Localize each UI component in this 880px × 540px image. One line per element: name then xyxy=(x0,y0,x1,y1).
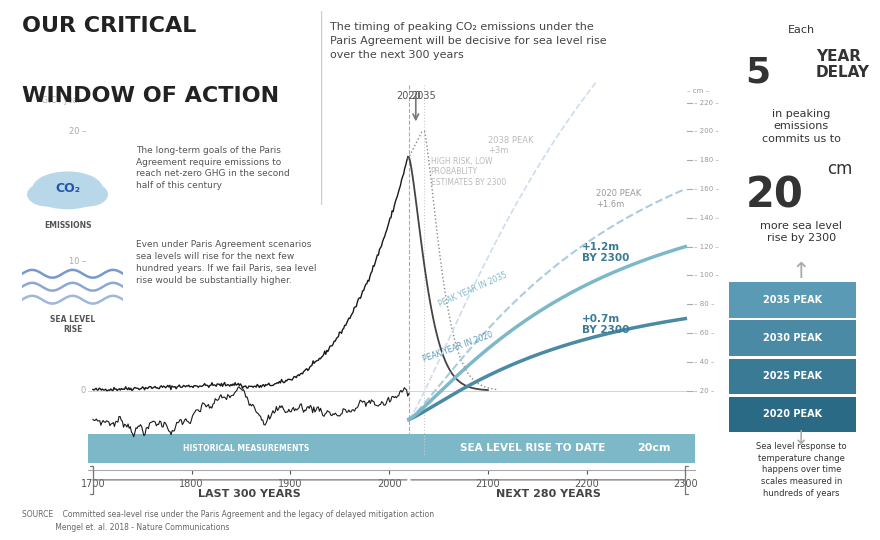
Text: – 100 –: – 100 – xyxy=(694,272,719,279)
Text: cm: cm xyxy=(827,160,853,178)
Text: NEXT 280 YEARS: NEXT 280 YEARS xyxy=(495,489,600,498)
Text: ↑: ↑ xyxy=(791,262,810,282)
Text: YEAR
DELAY: YEAR DELAY xyxy=(816,49,869,80)
Text: HISTORICAL MEASUREMENTS: HISTORICAL MEASUREMENTS xyxy=(183,444,309,453)
Text: HIGH RISK, LOW
PROBABLITY
ESTIMATES BY 2300: HIGH RISK, LOW PROBABLITY ESTIMATES BY 2… xyxy=(430,157,506,187)
Ellipse shape xyxy=(33,172,103,206)
Text: OUR CRITICAL: OUR CRITICAL xyxy=(22,16,196,36)
Bar xyxy=(729,282,856,318)
Text: 2030 PEAK: 2030 PEAK xyxy=(763,333,822,343)
Text: PEAK YEAR IN 2020: PEAK YEAR IN 2020 xyxy=(422,330,495,365)
Text: 20cm: 20cm xyxy=(637,443,671,453)
Bar xyxy=(88,434,695,463)
Text: CO₂: CO₂ xyxy=(55,183,80,195)
Text: The long-term goals of the Paris
Agreement require emissions to
reach net-zero G: The long-term goals of the Paris Agreeme… xyxy=(136,146,290,190)
Text: 2035 PEAK: 2035 PEAK xyxy=(763,295,822,305)
Text: +0.7m
BY 2300: +0.7m BY 2300 xyxy=(582,314,629,335)
Text: SEA LEVEL RISE TO DATE: SEA LEVEL RISE TO DATE xyxy=(459,443,605,453)
Text: – 180 –: – 180 – xyxy=(694,157,719,163)
Text: 10 –: 10 – xyxy=(69,256,86,266)
Text: EMISSIONS: EMISSIONS xyxy=(44,221,92,231)
Text: 2020 PEAK
+1.6m: 2020 PEAK +1.6m xyxy=(597,190,642,209)
Text: 5: 5 xyxy=(745,56,770,90)
Text: 20: 20 xyxy=(746,174,804,216)
Bar xyxy=(729,320,856,356)
Text: 2020: 2020 xyxy=(397,91,422,101)
Text: – 60 –: – 60 – xyxy=(694,330,715,336)
Text: more sea level
rise by 2300: more sea level rise by 2300 xyxy=(760,220,842,243)
Text: Sea level response to
temperature change
happens over time
scales measured in
hu: Sea level response to temperature change… xyxy=(756,442,847,498)
Bar xyxy=(729,396,856,432)
Text: PEAK YEAR IN 2035: PEAK YEAR IN 2035 xyxy=(437,271,509,309)
Text: in peaking
emissions
commits us to: in peaking emissions commits us to xyxy=(762,109,840,144)
Bar xyxy=(729,359,856,394)
Text: 2035: 2035 xyxy=(411,91,436,101)
Text: LAST 300 YEARS: LAST 300 YEARS xyxy=(197,489,300,498)
Text: – 40 –: – 40 – xyxy=(694,359,715,365)
Text: ↓: ↓ xyxy=(793,429,809,448)
Text: GtC / year: GtC / year xyxy=(42,97,81,105)
Text: SEA LEVEL
RISE: SEA LEVEL RISE xyxy=(50,315,95,334)
Text: SOURCE    Committed sea-level rise under the Paris Agreement and the legacy of d: SOURCE Committed sea-level rise under th… xyxy=(22,510,434,532)
Text: – 200 –: – 200 – xyxy=(694,129,719,134)
Text: – cm –: – cm – xyxy=(687,88,709,94)
Text: – 220 –: – 220 – xyxy=(694,99,719,106)
Ellipse shape xyxy=(68,183,108,206)
Text: The timing of peaking CO₂ emissions under the
Paris Agreement will be decisive f: The timing of peaking CO₂ emissions unde… xyxy=(330,22,606,59)
Text: 20 –: 20 – xyxy=(69,127,86,136)
Text: – 20 –: – 20 – xyxy=(694,388,715,394)
Text: WINDOW OF ACTION: WINDOW OF ACTION xyxy=(22,86,279,106)
Text: Even under Paris Agreement scenarios
sea levels will rise for the next few
hundr: Even under Paris Agreement scenarios sea… xyxy=(136,240,317,285)
Ellipse shape xyxy=(40,190,95,209)
Ellipse shape xyxy=(27,183,68,206)
Text: 0: 0 xyxy=(81,386,86,395)
Text: 2038 PEAK
+3m: 2038 PEAK +3m xyxy=(488,136,533,156)
Text: – 120 –: – 120 – xyxy=(694,244,719,249)
Text: 2020 PEAK: 2020 PEAK xyxy=(763,409,822,420)
Text: 2025 PEAK: 2025 PEAK xyxy=(763,372,822,381)
Text: Each: Each xyxy=(788,25,815,36)
Text: +1.2m
BY 2300: +1.2m BY 2300 xyxy=(582,241,629,263)
Text: – 140 –: – 140 – xyxy=(694,215,719,221)
Text: – 160 –: – 160 – xyxy=(694,186,719,192)
Text: – 80 –: – 80 – xyxy=(694,301,715,307)
